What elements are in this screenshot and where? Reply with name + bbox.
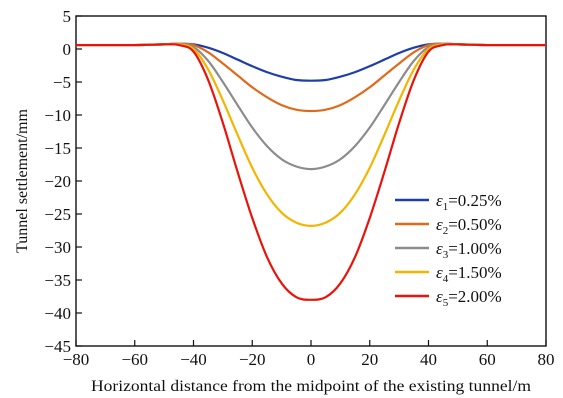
legend-label: ε5=2.00% [436,287,502,309]
legend-symbol: ε [436,191,443,210]
y-axis-title: Tunnel settlement/mm [14,109,31,253]
legend-subscript: 5 [443,297,449,309]
x-tick-label: −80 [63,350,90,369]
legend-value: =1.00% [448,239,502,258]
legend-symbol: ε [436,239,443,258]
y-tick-label: −40 [44,304,71,323]
series-line [75,43,547,301]
series-line [75,42,547,113]
legend-label: ε2=0.50% [436,215,502,237]
y-tick-label: −5 [53,73,71,92]
legend-subscript: 3 [443,249,449,261]
x-tick-label: 20 [361,350,378,369]
legend-value: =0.50% [448,215,502,234]
series-lines [75,42,547,301]
x-axis-title: Horizontal distance from the midpoint of… [91,378,532,395]
y-tick-label: −45 [44,337,71,356]
legend-subscript: 2 [443,225,449,237]
series-line [75,42,547,171]
axis-ticks: −80 −60 −40 −20 0 20 40 60 80 5 0 −5 −10 −15 −20 −25 −30… [44,7,554,369]
y-tick-label: 5 [63,7,72,26]
y-tick-label: −35 [44,271,71,290]
x-tick-label: −20 [239,350,266,369]
legend-symbol: ε [436,263,443,282]
y-tick-label: −20 [44,172,71,191]
legend-subscript: 1 [443,201,449,213]
y-tick-label: −15 [44,139,71,158]
legend-symbol: ε [436,215,443,234]
legend-value: =0.25% [448,191,502,210]
x-tick-label: 80 [538,350,555,369]
y-tick-label: −25 [44,205,71,224]
y-tick-label: −30 [44,238,71,257]
series-line [75,42,547,82]
legend-label: ε1=0.25% [436,191,502,213]
x-tick-label: 60 [479,350,496,369]
x-tick-label: 40 [420,350,437,369]
series-line [75,42,547,227]
legend-symbol: ε [436,287,443,306]
x-tick-label: −60 [121,350,148,369]
legend-label: ε3=1.00% [436,239,502,261]
legend-value: =2.00% [448,287,502,306]
x-tick-label: 0 [307,350,316,369]
legend-label: ε4=1.50% [436,263,502,285]
y-tick-label: −10 [44,106,71,125]
legend-subscript: 4 [443,273,449,285]
x-tick-label: −40 [180,350,207,369]
legend: ε1=0.25%ε2=0.50%ε3=1.00%ε4=1.50%ε5=2.00% [395,191,502,309]
legend-value: =1.50% [448,263,502,282]
y-tick-label: 0 [63,40,72,59]
